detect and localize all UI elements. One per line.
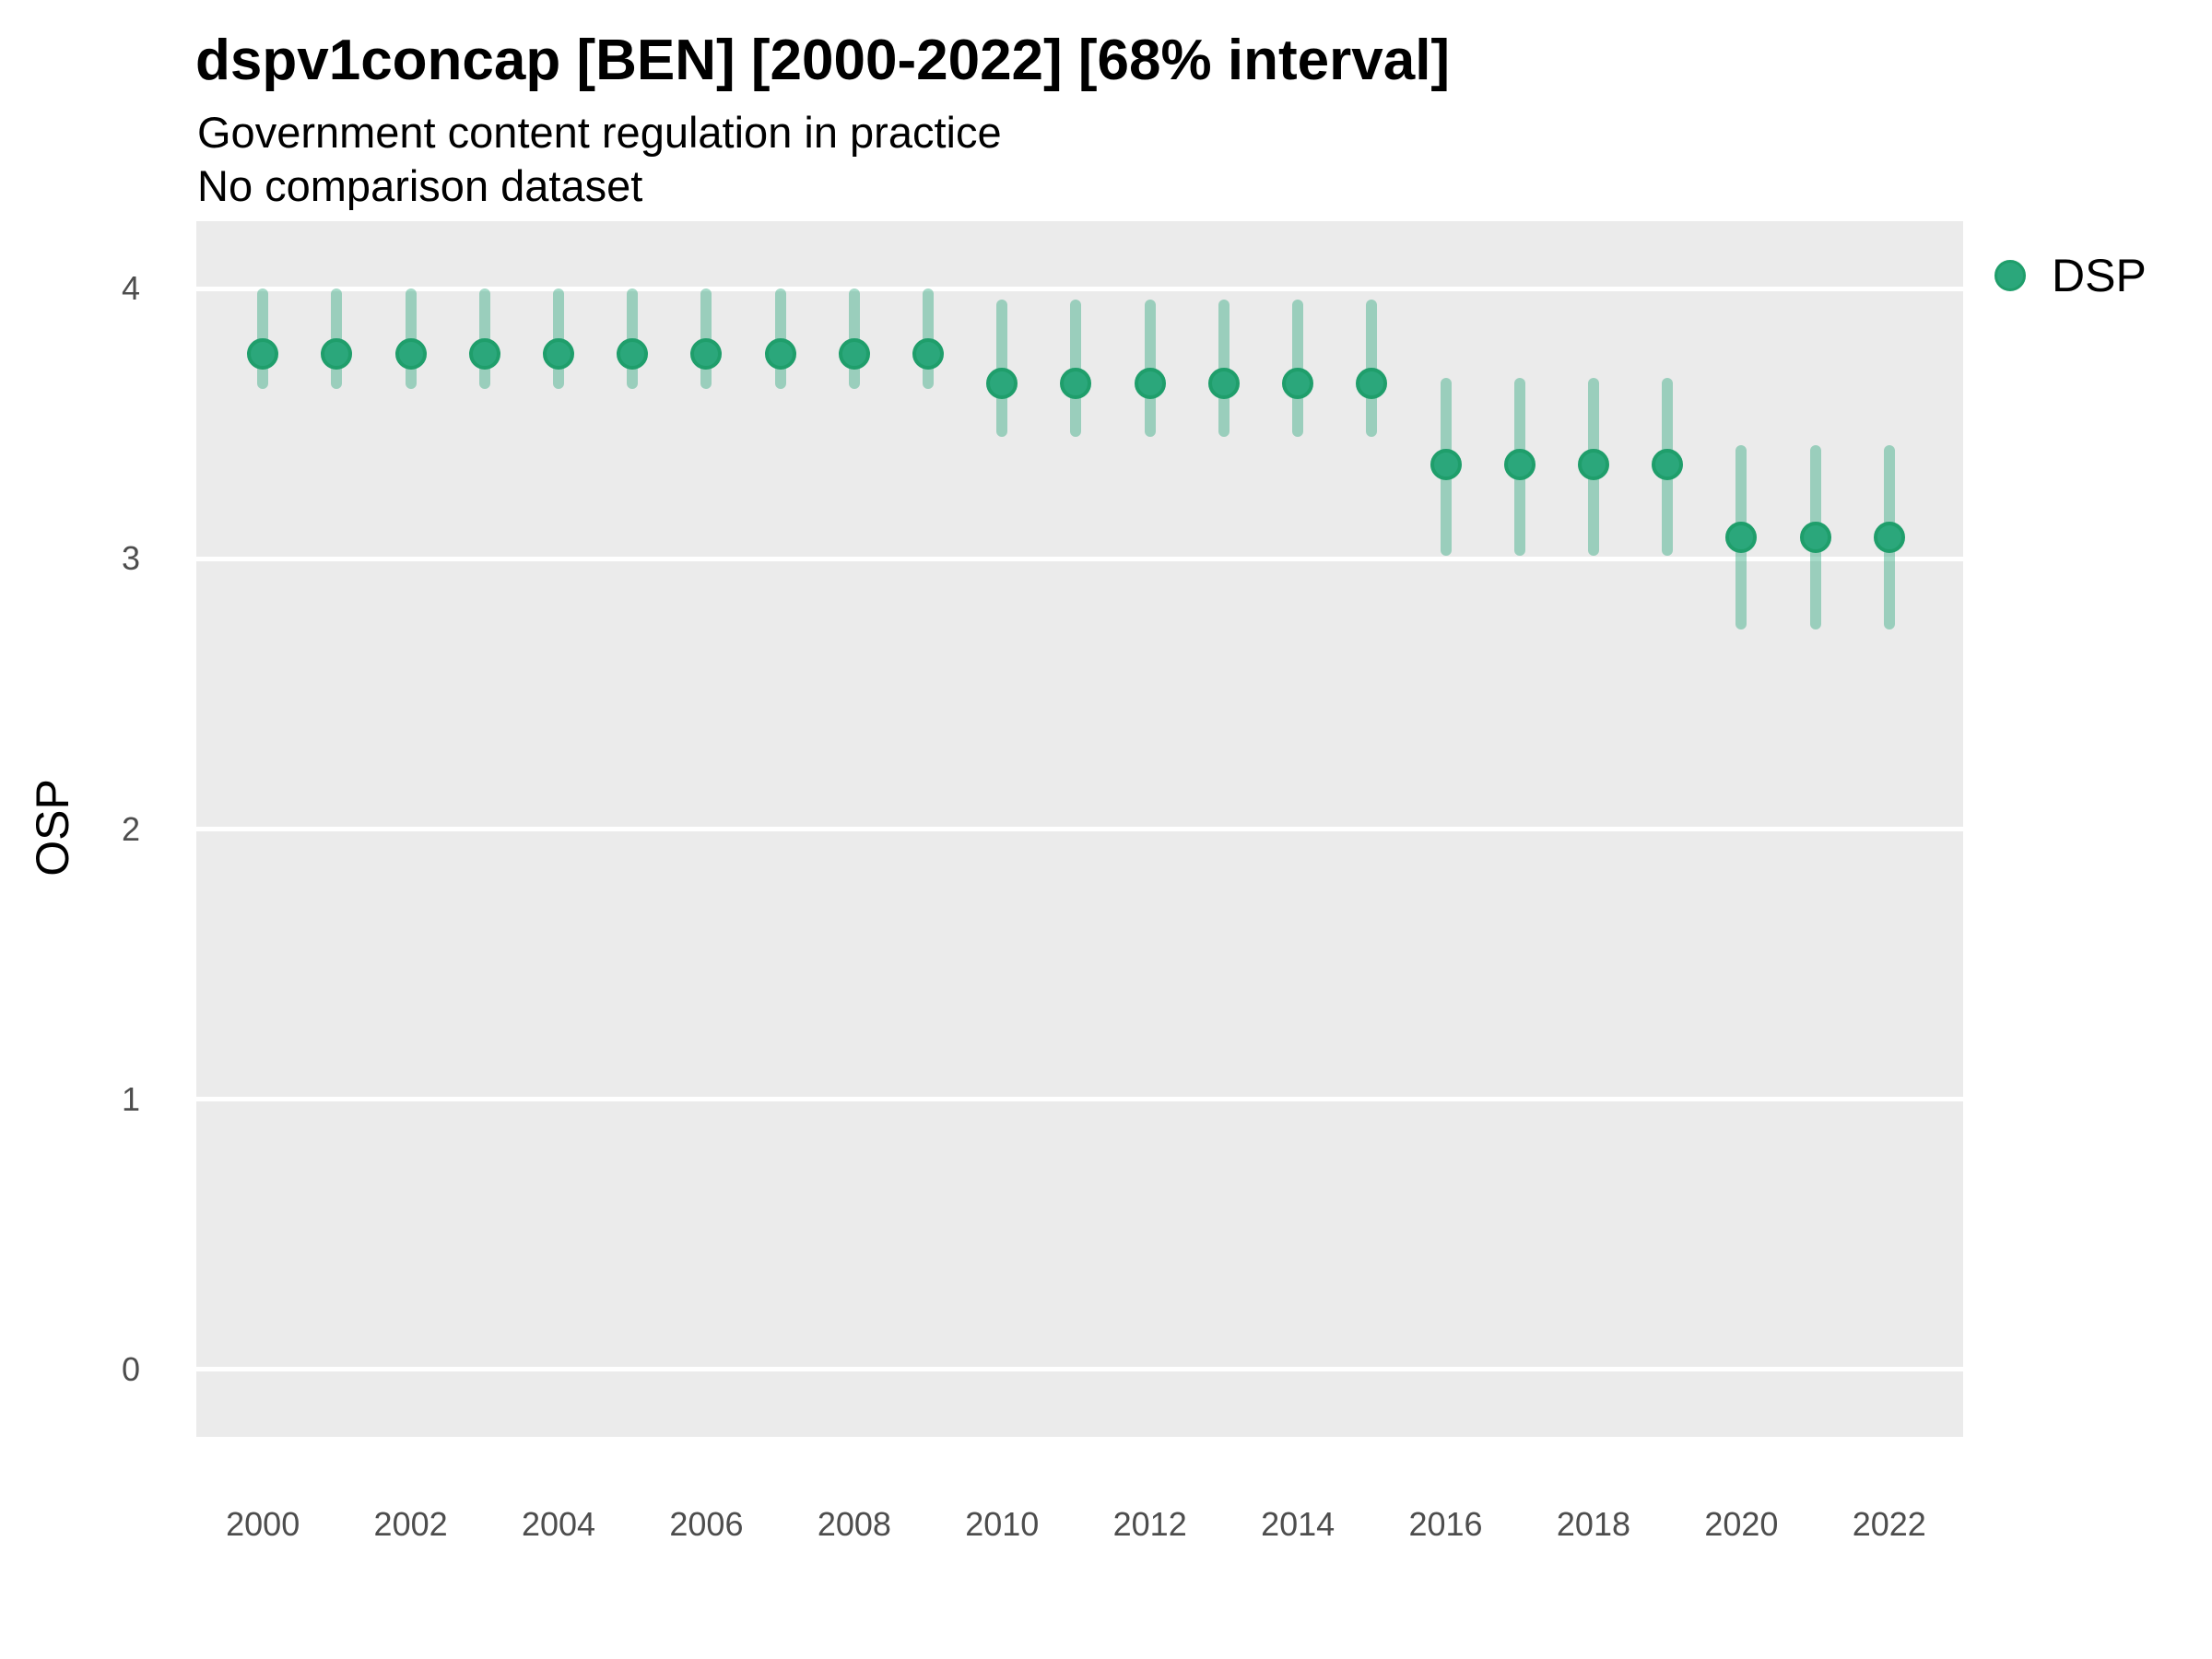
data-point-2001 xyxy=(321,337,353,370)
gridline-y-2 xyxy=(196,827,1963,831)
plot-panel xyxy=(196,221,1963,1437)
x-tick-label-2006: 2006 xyxy=(669,1505,744,1543)
x-tick-label-2020: 2020 xyxy=(1704,1505,1779,1543)
gridline-y-0 xyxy=(196,1367,1963,1372)
data-point-2011 xyxy=(1060,367,1092,399)
x-tick-label-2018: 2018 xyxy=(1556,1505,1630,1543)
x-tick-label-2004: 2004 xyxy=(521,1505,596,1543)
data-point-2020 xyxy=(1725,521,1758,553)
y-tick-label-4: 4 xyxy=(121,269,140,308)
data-point-2015 xyxy=(1356,367,1388,399)
gridline-y-1 xyxy=(196,1097,1963,1102)
data-point-2022 xyxy=(1873,521,1905,553)
x-tick-label-2010: 2010 xyxy=(965,1505,1040,1543)
page-title: dspv1concap [BEN] [2000-2022] [68% inter… xyxy=(195,29,1451,92)
y-tick-label-1: 1 xyxy=(121,1079,140,1118)
x-tick-label-2022: 2022 xyxy=(1852,1505,1926,1543)
data-point-2018 xyxy=(1577,448,1609,480)
data-point-2007 xyxy=(764,337,796,370)
data-point-2002 xyxy=(394,337,427,370)
x-tick-label-2014: 2014 xyxy=(1261,1505,1335,1543)
data-point-2021 xyxy=(1799,521,1831,553)
data-point-2013 xyxy=(1207,367,1240,399)
y-tick-label-3: 3 xyxy=(121,539,140,578)
x-tick-label-2012: 2012 xyxy=(1112,1505,1187,1543)
data-point-2006 xyxy=(690,337,723,370)
legend-label: DSP xyxy=(2052,250,2147,301)
data-point-2017 xyxy=(1503,448,1535,480)
gridline-y-4 xyxy=(196,286,1963,291)
y-tick-label-0: 0 xyxy=(121,1349,140,1388)
data-point-2005 xyxy=(617,337,649,370)
data-point-2000 xyxy=(247,337,279,370)
x-tick-label-2008: 2008 xyxy=(817,1505,891,1543)
x-tick-label-2000: 2000 xyxy=(226,1505,300,1543)
x-tick-label-2002: 2002 xyxy=(373,1505,448,1543)
y-tick-label-2: 2 xyxy=(121,809,140,848)
data-point-2019 xyxy=(1652,448,1684,480)
gridline-y-3 xyxy=(196,556,1963,561)
chart-subtitle: Government content regulation in practic… xyxy=(197,108,1002,157)
legend-dot-icon xyxy=(1994,260,2026,291)
comparison-note: No comparison dataset xyxy=(197,161,643,210)
data-point-2014 xyxy=(1282,367,1314,399)
data-point-2010 xyxy=(986,367,1018,399)
data-point-2016 xyxy=(1430,448,1462,480)
legend: DSP xyxy=(1994,250,2147,301)
data-point-2012 xyxy=(1134,367,1166,399)
data-point-2008 xyxy=(838,337,870,370)
data-point-2009 xyxy=(912,337,945,370)
data-point-2003 xyxy=(468,337,500,370)
x-tick-label-2016: 2016 xyxy=(1408,1505,1483,1543)
data-point-2004 xyxy=(543,337,575,370)
